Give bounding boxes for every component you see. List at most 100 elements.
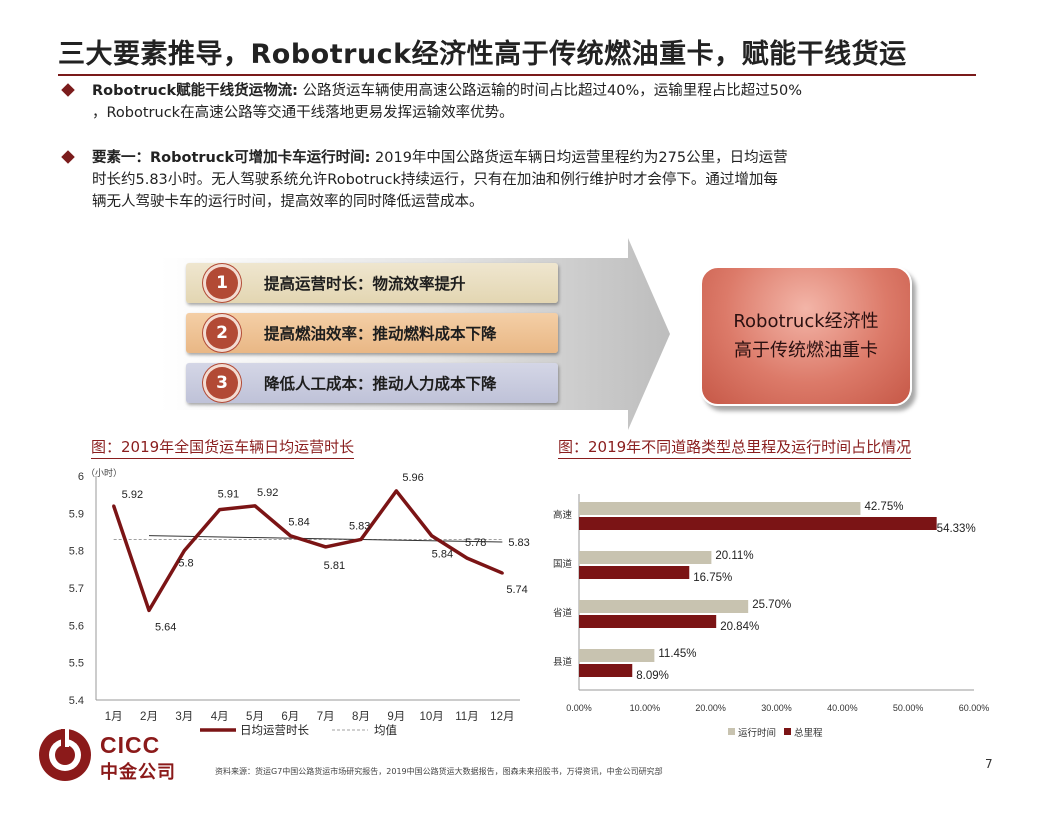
data-point [394, 489, 398, 493]
data-point [430, 534, 434, 538]
bar [579, 664, 633, 677]
result-box: Robotruck经济性 高于传统燃油重卡 [700, 266, 912, 406]
legend-label: 总里程 [794, 727, 823, 739]
x-tick-label: 0.00% [566, 703, 592, 713]
x-tick-label: 8月 [352, 711, 370, 723]
data-label: 5.84 [288, 517, 309, 529]
factor-number-badge: 1 [206, 267, 238, 299]
data-point [218, 508, 222, 512]
y-category-label: 高速 [553, 509, 573, 521]
legend-label-daily-hours: 日均运营时长 [240, 723, 309, 737]
x-tick-label: 60.00% [959, 703, 990, 713]
bullet-2-lead: 要素一：Robotruck可增加卡车运行时间: [92, 150, 371, 166]
data-point [182, 549, 186, 553]
y-tick-label: 5.6 [69, 620, 84, 632]
x-tick-label: 40.00% [827, 703, 858, 713]
bar-chart: 0.00% 10.00% 20.00% 30.00% 40.00% 50.00% 60.00… [553, 494, 990, 739]
data-label: 5.96 [402, 472, 423, 484]
data-point [500, 571, 504, 575]
data-point [253, 504, 257, 508]
y-tick-label: 5.9 [69, 508, 84, 520]
x-tick-label: 10.00% [630, 703, 661, 713]
x-tick-label: 20.00% [695, 703, 726, 713]
data-point [359, 537, 363, 541]
y-tick-label: 6 [78, 471, 84, 483]
logo-text-cn: 中金公司 [100, 762, 176, 783]
bullet-2-text-1: 2019年中国公路货运车辆日均运营里程约为275公里，日均运营 [370, 150, 788, 166]
data-label: 5.91 [218, 489, 239, 501]
legend-label-average: 均值 [374, 724, 397, 737]
x-tick-label: 30.00% [761, 703, 792, 713]
bar [579, 502, 861, 515]
y-tick-label: 5.8 [69, 546, 84, 558]
x-tick-label: 5月 [246, 711, 264, 723]
left-chart-title: 图：2019年全国货运车辆日均运营时长 [91, 436, 355, 459]
x-tick-label: 12月 [490, 711, 514, 723]
data-point [288, 534, 292, 538]
x-tick-label: 3月 [175, 711, 193, 723]
bullet-2-text-3: 辆无人驾驶卡车的运行时间，提高效率的同时降低运营成本。 [92, 194, 484, 210]
bullet-1-text-1: 公路货运车辆使用高速公路运输的时间占比超过40%，运输里程占比超过50% [297, 83, 802, 99]
trend-label: 5.83 [508, 537, 529, 549]
data-label: 5.92 [257, 487, 278, 499]
right-chart-title: 图：2019年不同道路类型总里程及运行时间占比情况 [558, 436, 912, 459]
y-category-label: 县道 [553, 656, 573, 668]
bullet-2-text-2: 时长约5.83小时。无人驾驶系统允许Robotruck持续运行，只有在加油和例行… [92, 172, 778, 188]
data-point [147, 608, 151, 612]
title-divider [58, 74, 976, 76]
result-line-1: Robotruck经济性 [733, 311, 879, 332]
data-label: 5.78 [465, 537, 486, 549]
bar-value-label: 42.75% [864, 501, 903, 513]
factor-2-bar: 2 提高燃油效率：推动燃料成本下降 [186, 313, 558, 353]
factor-number-badge: 2 [206, 317, 238, 349]
series-line-daily-hours [112, 489, 504, 613]
bar-value-label: 20.11% [715, 550, 753, 562]
bullet-2: 要素一：Robotruck可增加卡车运行时间: 2019年中国公路货运车辆日均运… [61, 147, 962, 213]
factor-3-bar: 3 降低人工成本：推动人力成本下降 [186, 363, 558, 403]
cicc-logo-icon [39, 729, 91, 781]
source-note: 资料来源：货运G7中国公路货运市场研究报告，2019中国公路货运大数据报告，图森… [215, 767, 663, 776]
x-tick-label: 10月 [420, 711, 444, 723]
bar-value-label: 54.33% [937, 523, 976, 535]
bar [579, 649, 655, 662]
x-tick-label: 6月 [281, 711, 299, 723]
result-line-2: 高于传统燃油重卡 [734, 340, 878, 361]
data-label: 5.64 [155, 621, 176, 633]
bar-value-label: 25.70% [752, 599, 791, 611]
bullet-1-text-2: ，Robotruck在高速公路等交通干线落地更易发挥运输效率优势。 [92, 105, 514, 121]
data-point [324, 545, 328, 549]
x-tick-label: 1月 [105, 711, 123, 723]
data-label: 5.83 [349, 520, 370, 532]
page-number: 7 [985, 757, 993, 771]
bar [579, 600, 749, 613]
bar [579, 551, 712, 564]
factor-label: 降低人工成本：推动人力成本下降 [264, 374, 497, 393]
y-tick-label: 5.7 [69, 583, 84, 595]
bar-value-label: 16.75% [693, 572, 732, 584]
x-tick-label: 4月 [211, 711, 229, 723]
logo-text-en: CICC [100, 732, 161, 758]
data-label: 5.92 [122, 489, 143, 501]
legend-label: 运行时间 [738, 727, 776, 739]
bar-value-label: 20.84% [720, 621, 759, 633]
page-title: 三大要素推导，Robotruck经济性高于传统燃油重卡，赋能干线货运 [58, 39, 907, 70]
y-tick-label: 5.4 [69, 695, 84, 707]
bar [579, 566, 690, 579]
data-label: 5.74 [506, 584, 527, 596]
x-tick-label: 11月 [455, 711, 478, 723]
bar-value-label: 8.09% [636, 670, 669, 682]
factor-label: 提高燃油效率：推动燃料成本下降 [264, 324, 497, 343]
x-tick-label: 2月 [140, 711, 158, 723]
y-unit-label: （小时） [86, 467, 122, 478]
x-tick-label: 7月 [317, 711, 335, 723]
x-tick-label: 50.00% [893, 703, 924, 713]
factor-label: 提高运营时长：物流效率提升 [264, 274, 466, 293]
legend-swatch [784, 728, 791, 735]
bar-value-label: 11.45% [658, 648, 696, 660]
data-label: 5.8 [178, 558, 193, 570]
y-tick-label: 5.5 [69, 658, 84, 670]
y-category-label: 省道 [553, 607, 573, 619]
y-category-label: 国道 [553, 558, 573, 570]
factor-number-badge: 3 [206, 367, 238, 399]
